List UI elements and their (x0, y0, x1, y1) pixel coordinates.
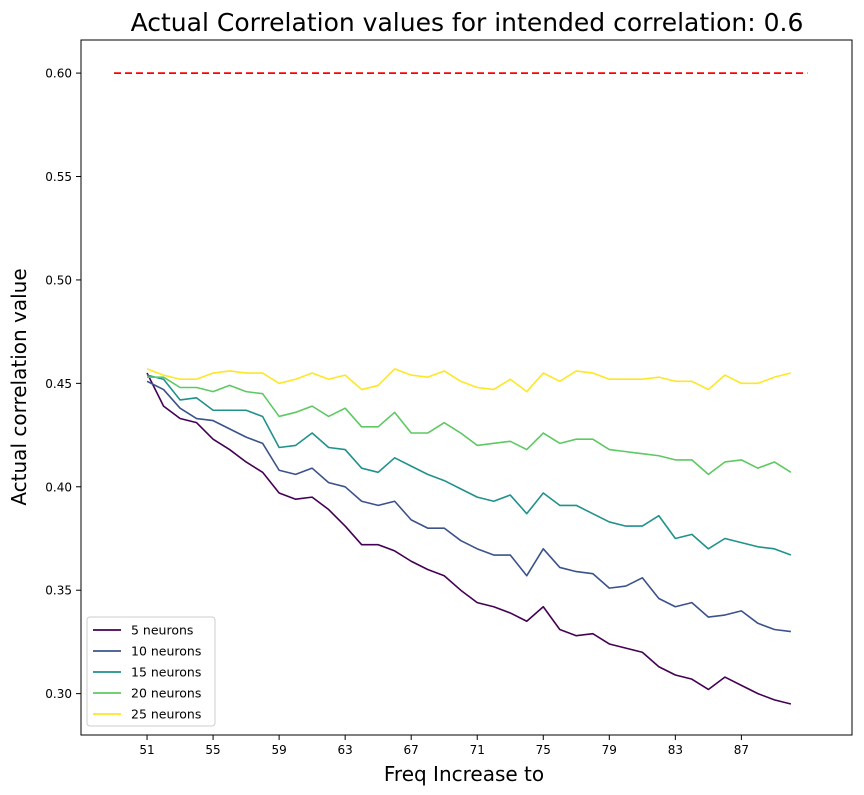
x-tick-label: 83 (668, 743, 683, 757)
x-tick-label: 79 (602, 743, 617, 757)
series-line-4 (147, 376, 792, 476)
x-tick-label: 67 (404, 743, 419, 757)
x-tick-label: 51 (139, 743, 154, 757)
x-tick-label: 59 (271, 743, 286, 757)
x-axis-label: Freq Increase to (384, 762, 544, 786)
series-line-5 (146, 368, 792, 393)
x-tick-label: 55 (205, 743, 220, 757)
series-line-1 (146, 372, 792, 705)
plot-area (114, 72, 808, 705)
y-tick-label: 0.60 (45, 67, 72, 81)
axes: 51 55 59 63 67 71 75 79 83 87 0.30 0.35 0.40 0.45 0.50… (45, 67, 749, 757)
legend-box (86, 616, 216, 727)
y-tick-label: 0.50 (45, 273, 72, 287)
y-tick-label: 0.30 (45, 687, 72, 701)
y-axis-label: Actual correlation value (7, 268, 31, 505)
legend: 5 neurons 10 neurons 15 neurons 20 neurons 2… (86, 616, 216, 727)
y-tick-label: 0.45 (45, 377, 72, 391)
chart-title: Actual Correlation values for intended c… (131, 8, 804, 37)
x-tick-label: 75 (536, 743, 551, 757)
series-line-2 (146, 380, 792, 633)
x-tick-label: 71 (470, 743, 485, 757)
legend-label-2: 10 neurons (131, 644, 201, 659)
y-tick-label: 0.40 (45, 480, 72, 494)
series-line-3 (146, 374, 792, 556)
legend-label-3: 15 neurons (131, 665, 201, 680)
plot-frame (80, 39, 853, 736)
x-tick-label: 63 (338, 743, 353, 757)
x-tick-label: 87 (734, 743, 749, 757)
legend-label-1: 5 neurons (131, 623, 193, 638)
legend-label-5: 25 neurons (131, 707, 201, 722)
y-tick-label: 0.35 (45, 584, 72, 598)
y-tick-label: 0.55 (45, 170, 72, 184)
legend-label-4: 20 neurons (131, 686, 201, 701)
